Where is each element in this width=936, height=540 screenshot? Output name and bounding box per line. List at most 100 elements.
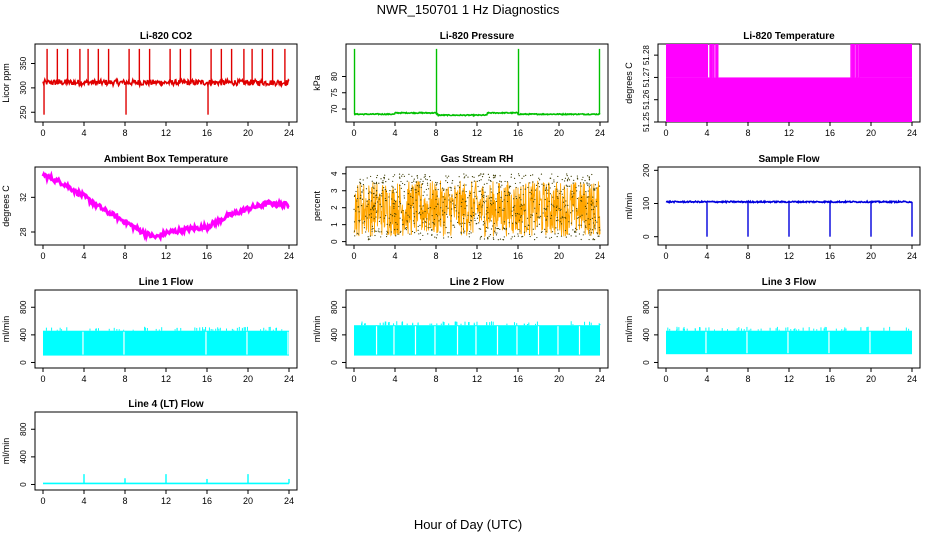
x-tick-label: 8 [122, 374, 127, 384]
y-tick-label: 51.27 [642, 67, 651, 88]
rh-point [524, 225, 526, 228]
rh-point [520, 208, 522, 210]
rh-point [417, 225, 419, 228]
rh-point [424, 178, 427, 180]
flow-band [43, 330, 289, 356]
rh-point [560, 235, 563, 237]
rh-point [422, 194, 424, 197]
x-tick-label: 0 [40, 128, 45, 138]
rh-point [500, 197, 502, 199]
rh-point [482, 189, 484, 191]
flow-band [666, 330, 912, 355]
rh-point [446, 232, 449, 234]
plot-frame [345, 43, 609, 123]
rh-point [460, 231, 462, 233]
rh-point [404, 183, 406, 186]
rh-point [418, 186, 420, 188]
rh-point [373, 204, 375, 207]
rh-point [375, 211, 377, 214]
rh-point [496, 232, 498, 234]
rh-point [386, 233, 388, 235]
rh-point [531, 214, 534, 216]
rh-point [510, 238, 512, 240]
rh-point [543, 208, 545, 210]
rh-point [436, 183, 438, 185]
rh-point [453, 226, 456, 228]
rh-point [487, 237, 489, 239]
rh-point [591, 204, 593, 206]
rh-point [529, 191, 531, 194]
rh-point [584, 205, 586, 207]
rh-point [561, 193, 563, 195]
rh-point [595, 205, 597, 207]
rh-point [411, 175, 413, 177]
x-tick-label: 12 [161, 251, 171, 261]
rh-point [478, 180, 481, 182]
rh-point [478, 190, 480, 192]
rh-point [560, 208, 562, 210]
rh-point [436, 182, 438, 184]
rh-point [477, 214, 480, 217]
rh-point [545, 209, 547, 211]
rh-point [426, 182, 429, 184]
rh-point [580, 200, 582, 202]
rh-point [378, 198, 380, 200]
rh-point [448, 199, 450, 201]
y-tick-label: 0 [19, 360, 28, 365]
rh-point [593, 213, 595, 215]
rh-point [373, 182, 375, 184]
rh-point [391, 185, 393, 187]
rh-point [564, 206, 566, 208]
panel-6: Sample Flow ml/min 0 100 200 0 4 8 12 16 20 24 [624, 154, 921, 261]
rh-point [359, 219, 361, 221]
rh-point [565, 200, 567, 202]
rh-point [433, 218, 436, 221]
rh-point [588, 230, 591, 232]
rh-point [479, 238, 481, 240]
rh-point [366, 205, 368, 208]
rh-point [588, 238, 590, 241]
rh-point [519, 230, 521, 232]
rh-point [373, 218, 375, 220]
rh-point [503, 199, 505, 201]
rh-point [494, 227, 497, 229]
rh-point [476, 208, 478, 210]
rh-point [481, 195, 484, 197]
rh-point [394, 215, 396, 217]
rh-point [516, 213, 518, 215]
rh-point [501, 209, 503, 211]
rh-point [373, 205, 375, 208]
x-tick-label: 8 [745, 374, 750, 384]
rh-point [588, 179, 591, 181]
x-tick-label: 8 [745, 251, 750, 261]
rh-point [374, 202, 376, 204]
rh-point [592, 222, 595, 224]
rh-point [553, 181, 555, 183]
rh-point [396, 228, 398, 230]
rh-point [556, 190, 558, 192]
rh-point [442, 196, 444, 198]
rh-point [443, 189, 445, 191]
x-tick-label: 4 [392, 374, 397, 384]
rh-point [530, 216, 532, 218]
x-tick-label: 20 [243, 128, 253, 138]
y-tick-label: 0 [19, 482, 28, 487]
rh-point [385, 215, 387, 217]
rh-point [374, 183, 376, 185]
rh-point [407, 203, 409, 205]
rh-point [433, 223, 435, 225]
rh-point [585, 226, 587, 228]
x-tick-label: 20 [554, 374, 564, 384]
rh-point [511, 236, 513, 238]
rh-point [400, 211, 403, 213]
rh-point [370, 213, 372, 215]
rh-point [497, 239, 499, 241]
rh-point [523, 175, 525, 177]
y-tick-label: 200 [642, 163, 651, 177]
rh-point [543, 184, 545, 187]
series-line [42, 76, 290, 89]
panel-title: Li-820 CO2 [140, 31, 193, 42]
panel-1: Li-820 CO2 Licor ppm 250 300 350 0 4 8 12 16 20 24 [1, 31, 298, 138]
rh-point [522, 185, 524, 187]
rh-point [400, 187, 402, 189]
